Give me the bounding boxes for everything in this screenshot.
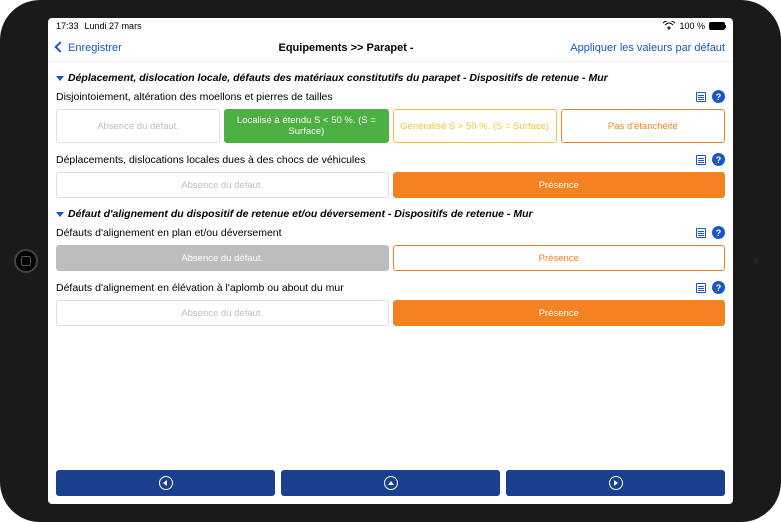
option-row: Absence du défaut.Présence xyxy=(56,172,725,198)
option-button[interactable]: Présence xyxy=(393,172,726,198)
question-row: Défauts d'alignement en élévation à l'ap… xyxy=(56,281,725,294)
note-icon[interactable] xyxy=(696,228,706,238)
app-screen: 17:33 Lundi 27 mars 100 % Enregistrer Eq… xyxy=(48,18,733,504)
option-button[interactable]: Localisé à étendu S < 50 %. (S = Surface… xyxy=(224,109,388,143)
tablet-frame: 17:33 Lundi 27 mars 100 % Enregistrer Eq… xyxy=(0,0,781,522)
caret-down-icon xyxy=(56,72,64,84)
content-scroll[interactable]: Déplacement, dislocation locale, défauts… xyxy=(48,62,733,464)
option-row: Absence du défaut.Présence xyxy=(56,245,725,271)
help-icon[interactable]: ? xyxy=(712,90,725,103)
option-button[interactable]: Présence xyxy=(393,245,726,271)
section-title: Défaut d'alignement du dispositif de ret… xyxy=(68,208,533,220)
note-icon[interactable] xyxy=(696,92,706,102)
question-text: Disjointoiement, altération des moellons… xyxy=(56,91,333,103)
help-icon[interactable]: ? xyxy=(712,153,725,166)
section-header[interactable]: Défaut d'alignement du dispositif de ret… xyxy=(56,208,725,220)
option-button[interactable]: Absence du défaut. xyxy=(56,245,389,271)
status-time: 17:33 xyxy=(56,21,79,31)
option-button[interactable]: Absence du défaut. xyxy=(56,172,389,198)
question-text: Défauts d'alignement en plan et/ou déver… xyxy=(56,227,282,239)
nav-next-button[interactable] xyxy=(506,470,725,496)
status-bar: 17:33 Lundi 27 mars 100 % xyxy=(48,18,733,34)
note-icon[interactable] xyxy=(696,155,706,165)
battery-icon xyxy=(709,22,725,30)
back-label: Enregistrer xyxy=(68,42,122,54)
wifi-icon xyxy=(663,21,675,32)
help-icon[interactable]: ? xyxy=(712,226,725,239)
arrow-up-icon xyxy=(384,476,398,490)
section-title: Déplacement, dislocation locale, défauts… xyxy=(68,72,608,84)
nav-prev-button[interactable] xyxy=(56,470,275,496)
option-row: Absence du défaut.Localisé à étendu S < … xyxy=(56,109,725,143)
caret-down-icon xyxy=(56,208,64,220)
nav-bar: Enregistrer Equipements >> Parapet - App… xyxy=(48,34,733,62)
back-button[interactable]: Enregistrer xyxy=(56,42,122,54)
question-text: Défauts d'alignement en élévation à l'ap… xyxy=(56,282,344,294)
section-header[interactable]: Déplacement, dislocation locale, défauts… xyxy=(56,72,725,84)
help-icon[interactable]: ? xyxy=(712,281,725,294)
option-button[interactable]: Absence du défaut. xyxy=(56,109,220,143)
option-button[interactable]: Pas d'étanchéité xyxy=(561,109,725,143)
page-title: Equipements >> Parapet - xyxy=(278,42,413,54)
arrow-right-icon xyxy=(609,476,623,490)
chevron-left-icon xyxy=(56,42,66,54)
question-row: Déplacements, dislocations locales dues … xyxy=(56,153,725,166)
option-button[interactable]: Présence xyxy=(393,300,726,326)
question-text: Déplacements, dislocations locales dues … xyxy=(56,154,365,166)
option-button[interactable]: Absence du défaut. xyxy=(56,300,389,326)
option-row: Absence du défaut.Présence xyxy=(56,300,725,326)
nav-up-button[interactable] xyxy=(281,470,500,496)
home-button[interactable] xyxy=(14,249,38,273)
option-button[interactable]: Généralisé S > 50 %. (S = Surface) xyxy=(393,109,557,143)
battery-percent: 100 % xyxy=(679,21,705,31)
arrow-left-icon xyxy=(159,476,173,490)
question-row: Disjointoiement, altération des moellons… xyxy=(56,90,725,103)
status-date: Lundi 27 mars xyxy=(85,21,142,31)
note-icon[interactable] xyxy=(696,283,706,293)
footer-nav xyxy=(48,464,733,504)
front-camera xyxy=(753,258,759,264)
question-row: Défauts d'alignement en plan et/ou déver… xyxy=(56,226,725,239)
apply-defaults-button[interactable]: Appliquer les valeurs par défaut xyxy=(570,42,725,54)
